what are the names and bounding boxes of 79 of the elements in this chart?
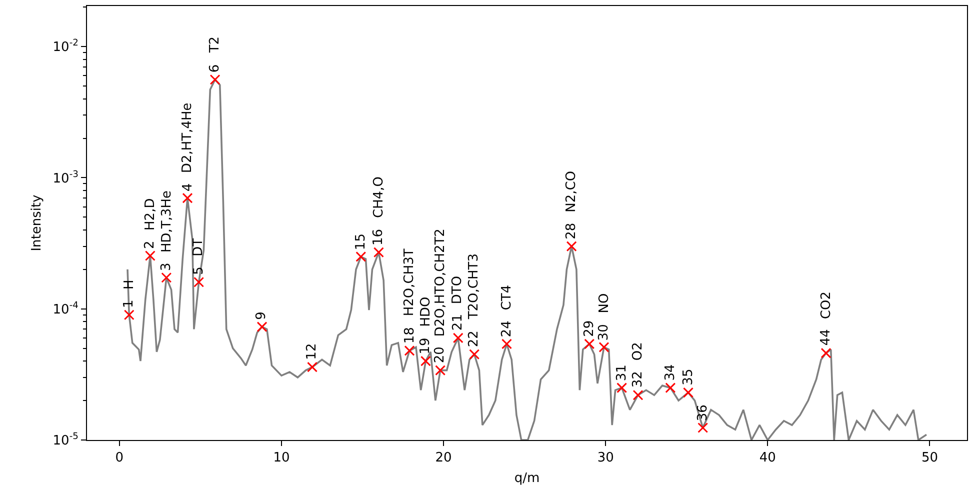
annotation: 24 [499,320,514,338]
annotation: 16 [370,228,386,246]
annotation: CT4 [499,284,514,310]
x-tick-label: 20 [435,450,452,466]
y-tick-label: 10$^{-3}$ [52,170,79,186]
point [616,382,628,394]
annotation: 1 [121,300,136,308]
point [404,345,415,356]
annotation: N2,CO [564,170,579,212]
point [435,365,446,376]
annotation: 35 [681,368,696,386]
annotation: NO [596,293,612,314]
annotation: 29 [582,320,597,337]
annotation: T2 [207,36,222,54]
x-tick-label: 40 [759,450,776,466]
point [683,387,694,398]
annotation: 30 [596,324,612,341]
point [210,74,220,85]
point [501,338,512,350]
y-tick-label: 10$^{-2}$ [52,38,78,56]
annotation: 36 [696,404,711,422]
annotation: HDO [418,296,434,327]
annotation: H2O,CH3T [402,248,417,316]
point [182,192,193,204]
annotation: 2 [142,240,158,249]
annotation: H2,D [142,198,158,230]
point [124,310,134,320]
point [452,332,464,344]
point [420,356,431,366]
point [356,251,366,262]
annotation: 4 [180,183,196,192]
y-axis-title: Intensity [30,194,45,252]
annotation: 3 [158,262,174,272]
annotation: 31 [614,364,630,382]
annotation: CH4,O [371,176,386,218]
point [632,390,644,400]
annotation: DT [191,238,206,256]
annotation: 20 [432,346,448,364]
point [469,349,480,360]
x-tick-label: 30 [597,450,614,466]
annotation: D2O,HTO,CH2T2 [432,228,448,337]
x-tick-label: 50 [921,450,938,466]
annotation: 12 [304,343,320,360]
annotation: 19 [418,338,434,354]
annotation: 5 [192,266,207,275]
annotation: D2,HT,4He [180,102,195,174]
annotation: HD,T,3He [159,190,174,253]
annotation: 6 [207,64,222,73]
point [566,241,577,252]
point [373,247,384,258]
point [820,348,832,358]
annotation: 15 [354,234,369,250]
annotation: 18 [402,327,418,344]
point [307,362,318,372]
annotation: 44 [818,329,834,346]
annotation: 9 [254,312,270,320]
annotation: 32 [630,371,646,388]
x-axis-title: q/m [514,471,540,486]
annotation: DTO [450,276,466,304]
point [194,276,204,288]
annotation: O2 [630,342,646,361]
point [584,338,595,350]
point [665,382,676,394]
annotation: 34 [663,364,678,381]
x-tick-label: 0 [115,450,124,466]
annotation: 22 [466,330,482,348]
point [698,422,708,433]
y-tick-label: 10$^{-5}$ [52,432,78,449]
y-tick-label: 10$^{-4}$ [52,300,79,318]
point [598,342,610,352]
annotation: CO2 [818,292,834,320]
point [256,322,268,332]
annotation: 28 [564,222,579,240]
point [161,272,172,283]
annotation: T2O,CHT3 [466,254,482,320]
point [144,250,156,262]
annotation: H [122,280,137,290]
annotation: 21 [450,314,466,331]
x-tick-label: 10 [273,450,290,466]
